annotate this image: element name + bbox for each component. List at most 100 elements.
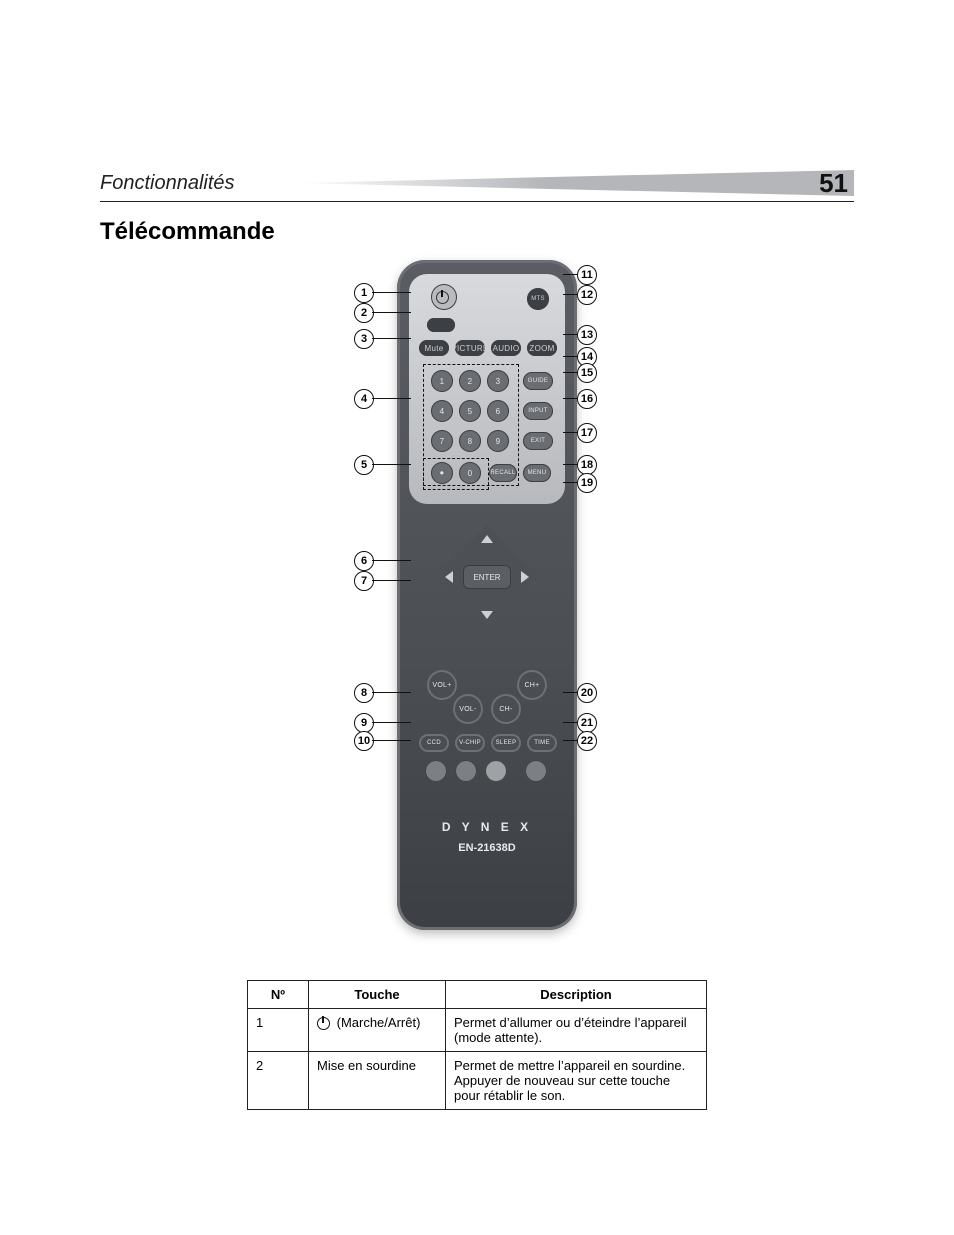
- lead-16: [563, 398, 577, 399]
- callout-2: 2: [354, 303, 374, 323]
- key-dot: •: [431, 462, 453, 484]
- lead-19: [563, 482, 577, 483]
- enter-button: ENTER: [463, 565, 511, 589]
- col-touche: Touche: [309, 981, 446, 1009]
- mute-small-button: [427, 318, 455, 332]
- lead-12: [563, 294, 577, 295]
- key-3: 3: [487, 370, 509, 392]
- callout-19: 19: [577, 473, 597, 493]
- lead-15: [563, 372, 577, 373]
- input-button: INPUT: [523, 402, 553, 420]
- arrow-left-icon: [445, 571, 453, 583]
- callout-11: 11: [577, 265, 597, 285]
- page-number: 51: [819, 168, 848, 199]
- small-pill-4: ZOOM: [527, 340, 557, 356]
- arrow-right-icon: [521, 571, 529, 583]
- col-desc: Description: [446, 981, 707, 1009]
- callout-16: 16: [577, 389, 597, 409]
- callout-4: 4: [354, 389, 374, 409]
- page-title: Télécommande: [100, 218, 854, 246]
- page-header: Fonctionnalités 51: [100, 170, 854, 200]
- callout-8: 8: [354, 683, 374, 703]
- callout-17: 17: [577, 423, 597, 443]
- ch-plus-button: CH+: [517, 670, 547, 700]
- vol-plus-button: VOL+: [427, 670, 457, 700]
- key-4: 4: [431, 400, 453, 422]
- arrow-up-icon: [481, 535, 493, 543]
- exit-button: EXIT: [523, 432, 553, 450]
- arrow-down-icon: [481, 611, 493, 619]
- callout-7: 7: [354, 571, 374, 591]
- lead-3: [372, 338, 411, 339]
- small-pill-2: PICTURE: [455, 340, 485, 356]
- lead-21: [563, 722, 577, 723]
- power-button: [431, 284, 457, 310]
- callout-13: 13: [577, 325, 597, 345]
- recall-button: RECALL: [489, 464, 517, 482]
- header-rule: [100, 201, 854, 202]
- callout-3: 3: [354, 329, 374, 349]
- key-2: 2: [459, 370, 481, 392]
- callout-1: 1: [354, 283, 374, 303]
- cell-desc: Permet de mettre l’appareil en sourdine.…: [446, 1052, 707, 1110]
- table-row: 1 (Marche/Arrêt)Permet d’allumer ou d’ét…: [248, 1009, 707, 1052]
- lead-17: [563, 432, 577, 433]
- cell-touche: Mise en sourdine: [309, 1052, 446, 1110]
- cell-desc: Permet d’allumer ou d’éteindre l’apparei…: [446, 1009, 707, 1052]
- lead-13: [563, 334, 577, 335]
- blank-dot-1: [425, 760, 447, 782]
- sleep-button: SLEEP: [491, 734, 521, 752]
- time-button: TIME: [527, 734, 557, 752]
- small-pill-1: Mute: [419, 340, 449, 356]
- key-9: 9: [487, 430, 509, 452]
- cell-no: 1: [248, 1009, 309, 1052]
- lead-8: [372, 692, 411, 693]
- callout-22: 22: [577, 731, 597, 751]
- callout-9: 9: [354, 713, 374, 733]
- small-pill-3: AUDIO: [491, 340, 521, 356]
- lead-5: [372, 464, 411, 465]
- lead-18: [563, 464, 577, 465]
- lead-11: [563, 274, 577, 275]
- blank-dot-3: [485, 760, 507, 782]
- callout-12: 12: [577, 285, 597, 305]
- lead-10: [372, 740, 411, 741]
- vol-minus-button: VOL-: [453, 694, 483, 724]
- ccd-button: CCD: [419, 734, 449, 752]
- callout-21: 21: [577, 713, 597, 733]
- key-0: 0: [459, 462, 481, 484]
- lead-6: [372, 560, 411, 561]
- cell-touche: (Marche/Arrêt): [309, 1009, 446, 1052]
- table-row: 2Mise en sourdinePermet de mettre l’appa…: [248, 1052, 707, 1110]
- brand-label: D Y N E X: [397, 820, 577, 834]
- section-title: Fonctionnalités: [100, 172, 235, 195]
- mts-button: MTS: [527, 288, 549, 310]
- callout-18: 18: [577, 455, 597, 475]
- blank-dot-4: [525, 760, 547, 782]
- key-1: 1: [431, 370, 453, 392]
- col-no: Nº: [248, 981, 309, 1009]
- key-7: 7: [431, 430, 453, 452]
- key-8: 8: [459, 430, 481, 452]
- lead-9: [372, 722, 411, 723]
- ch-minus-button: CH-: [491, 694, 521, 724]
- key-6: 6: [487, 400, 509, 422]
- lead-20: [563, 692, 577, 693]
- lead-14: [563, 356, 577, 357]
- header-wedge: [294, 170, 854, 196]
- callout-10: 10: [354, 731, 374, 751]
- menu-button: MENU: [523, 464, 551, 482]
- remote-figure: MTS Mute PICTURE AUDIO ZOOM 1 2 3 4 5 6 …: [197, 260, 757, 940]
- lead-4: [372, 398, 411, 399]
- dpad: ENTER: [435, 525, 539, 629]
- callout-5: 5: [354, 455, 374, 475]
- lead-1: [372, 292, 411, 293]
- power-icon: [317, 1017, 330, 1030]
- cell-no: 2: [248, 1052, 309, 1110]
- lead-2: [372, 312, 411, 313]
- callout-20: 20: [577, 683, 597, 703]
- guide-button: GUIDE: [523, 372, 553, 390]
- vchip-button: V-CHIP: [455, 734, 485, 752]
- callout-15: 15: [577, 363, 597, 383]
- callout-6: 6: [354, 551, 374, 571]
